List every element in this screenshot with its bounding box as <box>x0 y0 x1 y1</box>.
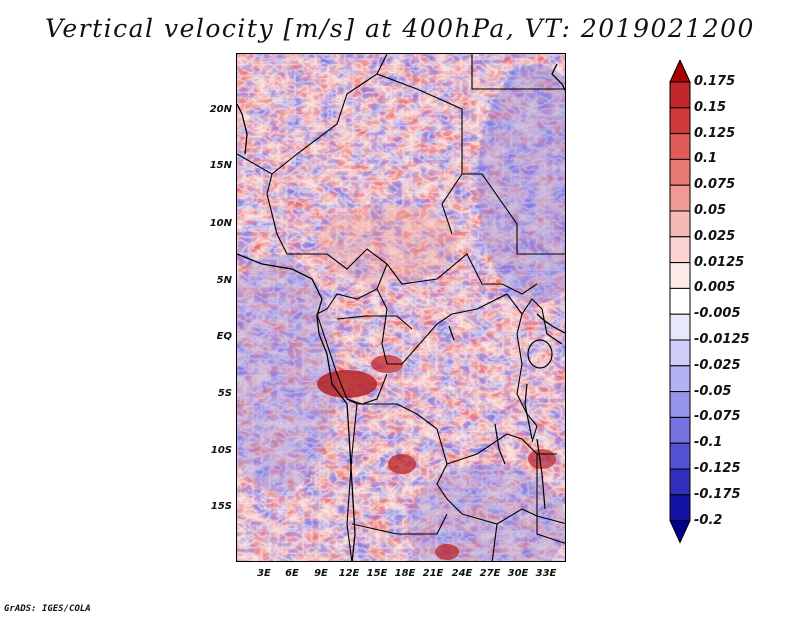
colorbar-segment <box>669 391 691 418</box>
colorbar-label: -0.005 <box>694 306 741 322</box>
colorbar-segment <box>669 365 691 393</box>
colorbar-segment <box>669 442 691 470</box>
colorbar-segment <box>669 416 691 444</box>
colorbar-label: -0.2 <box>694 512 723 528</box>
chart-title: Vertical velocity [m/s] at 400hPa, VT: 2… <box>45 14 755 43</box>
colorbar-label: 0.025 <box>694 228 736 244</box>
x-tick-label: 6E <box>285 568 299 579</box>
colorbar-segment <box>669 158 691 186</box>
colorbar <box>669 60 691 544</box>
colorbar-segment <box>669 236 691 264</box>
colorbar-segment <box>669 81 691 109</box>
colorbar-label: 0.005 <box>694 280 736 296</box>
lakes <box>448 325 553 510</box>
hotspot-congo <box>317 370 377 398</box>
colorbar-segment <box>669 184 691 212</box>
field-streaks <box>237 54 565 561</box>
colorbar-segment <box>669 313 691 341</box>
x-tick-label: 3E <box>257 568 271 579</box>
colorbar-segment <box>669 339 691 367</box>
y-tick-label: EQ <box>216 331 232 342</box>
colorbar-segment <box>669 133 691 160</box>
colorbar-segment <box>669 468 691 496</box>
colorbar-segment <box>669 262 691 289</box>
colorbar-label: 0.0125 <box>694 254 745 270</box>
colorbar-segment <box>669 210 691 238</box>
coastline <box>237 63 565 561</box>
x-tick-label: 21E <box>422 568 444 579</box>
colorbar-segment <box>669 287 691 315</box>
x-tick-label: 12E <box>338 568 360 579</box>
y-tick-label: 5S <box>217 388 232 399</box>
colorbar-label: 0.175 <box>694 74 736 89</box>
colorbar-label: -0.1 <box>694 435 723 451</box>
x-tick-label: 30E <box>507 568 529 579</box>
x-tick-label: 9E <box>314 568 328 579</box>
y-tick-label: 15N <box>209 160 232 171</box>
colorbar-segment <box>669 494 691 522</box>
x-tick-label: 27E <box>479 568 501 579</box>
colorbar-label: -0.0125 <box>694 332 750 347</box>
y-tick-label: 5N <box>216 275 232 286</box>
colorbar-label: 0.15 <box>694 99 727 115</box>
colorbar-label: 0.05 <box>694 203 727 218</box>
colorbar-label: 0.125 <box>694 125 736 141</box>
y-tick-label: 10S <box>210 445 232 456</box>
colorbar-label: -0.075 <box>694 409 741 425</box>
x-tick-label: 15E <box>366 568 388 579</box>
colorbar-label: -0.175 <box>694 486 741 502</box>
country-borders <box>237 54 565 561</box>
colorbar-segment <box>669 520 691 544</box>
colorbar-label: 0.1 <box>694 151 718 167</box>
colorbar-segment <box>669 107 691 135</box>
y-tick-label: 20N <box>209 104 232 115</box>
colorbar-segment <box>669 60 691 83</box>
y-tick-label: 10N <box>209 218 232 229</box>
map-plot-area <box>236 53 566 562</box>
velocity-field <box>237 54 565 561</box>
x-tick-label: 18E <box>394 568 416 579</box>
colorbar-label: -0.025 <box>694 357 741 373</box>
y-tick-label: 15S <box>210 501 232 512</box>
credit-text: GrADS: IGES/COLA <box>4 604 91 614</box>
colorbar-label: 0.075 <box>694 177 736 193</box>
colorbar-label: -0.05 <box>694 383 732 399</box>
x-tick-label: 24E <box>451 568 473 579</box>
colorbar-label: -0.125 <box>694 461 741 476</box>
x-tick-label: 33E <box>535 568 557 579</box>
